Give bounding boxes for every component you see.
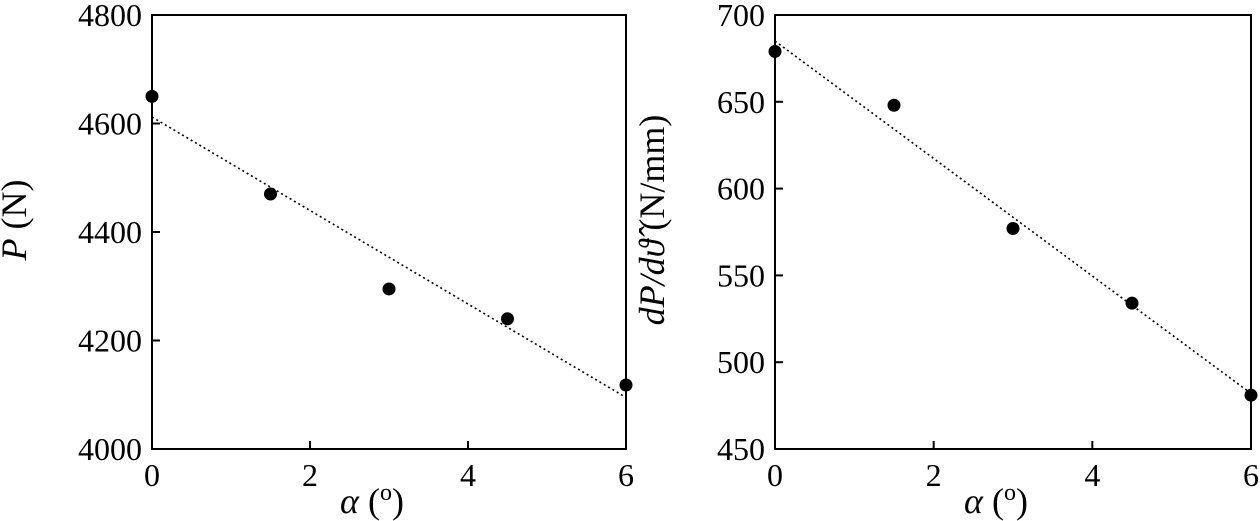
y-tick-label: 500 <box>717 344 765 380</box>
trend-line <box>774 40 1252 395</box>
x-axis-label: α (o) <box>340 480 404 521</box>
x-tick-label: 0 <box>144 457 160 493</box>
trend-line <box>151 116 627 399</box>
y-tick-label: 650 <box>717 84 765 120</box>
data-point <box>768 44 782 58</box>
y-axis-label: dP/dϑ̂ (N/mm) <box>632 115 672 326</box>
x-axis-label: α (o) <box>964 480 1028 521</box>
x-tick-label: 4 <box>460 457 476 493</box>
x-tick-label: 0 <box>767 457 783 493</box>
chart-panel-2: 450 500 550 600 650 700 0 2 4 6 α (o) dP/dϑ̂ (N/mm) <box>632 0 1259 521</box>
data-point <box>1244 388 1258 402</box>
data-point <box>501 312 514 326</box>
plot-frame <box>151 14 627 450</box>
y-tick-label: 550 <box>717 257 765 293</box>
y-tick-label: 4000 <box>78 431 142 467</box>
x-tick-label: 2 <box>302 457 318 493</box>
data-point <box>887 98 901 112</box>
data-point <box>1006 222 1020 236</box>
data-point <box>619 378 633 392</box>
data-point <box>1125 296 1139 310</box>
y-tick-label: 4600 <box>78 106 142 142</box>
y-axis-label: P (N) <box>0 180 34 262</box>
y-tick-label: 450 <box>717 431 765 467</box>
x-tick-label: 4 <box>1084 457 1100 493</box>
y-tick-label: 4400 <box>78 214 142 250</box>
data-point <box>382 282 396 296</box>
data-point <box>264 187 277 201</box>
y-tick-label: 4200 <box>78 323 142 359</box>
chart-panel-1: 4000 4200 4400 4600 4800 0 2 4 6 α (o) P (N) <box>0 0 634 521</box>
plot-frame <box>774 14 1252 450</box>
y-tick-label: 700 <box>717 0 765 33</box>
x-tick-label: 6 <box>1243 457 1259 493</box>
y-tick-label: 600 <box>717 171 765 207</box>
y-tick-label: 4800 <box>78 0 142 33</box>
x-tick-label: 6 <box>618 457 634 493</box>
data-point <box>145 89 159 103</box>
x-tick-label: 2 <box>926 457 942 493</box>
